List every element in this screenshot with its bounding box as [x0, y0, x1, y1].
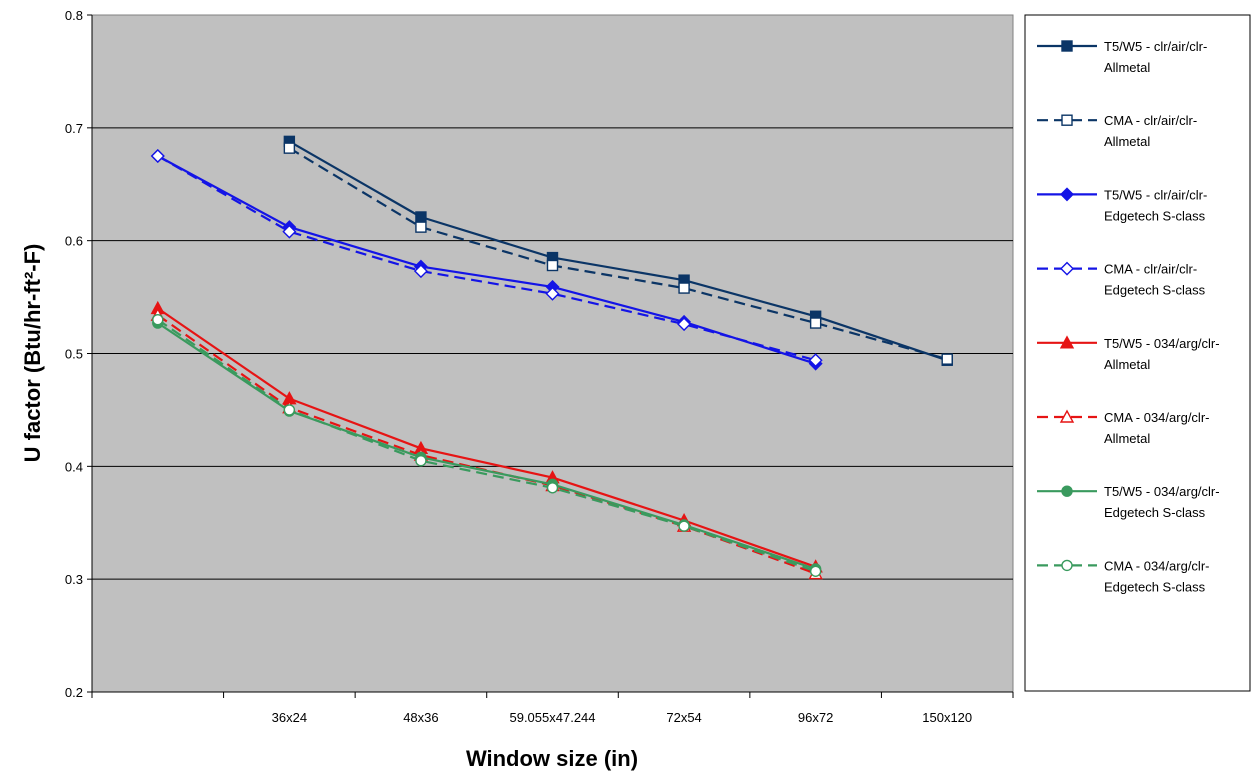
legend-label-1-0: CMA - clr/air/clr- — [1104, 113, 1197, 128]
data-point-1-2 — [415, 221, 427, 233]
legend-label-7-1: Edgetech S-class — [1104, 579, 1206, 594]
data-point-3-5 — [808, 353, 823, 368]
series-line-0 — [288, 140, 948, 362]
legend-label-7-0: CMA - 034/arg/clr- — [1104, 558, 1209, 573]
data-point-1-4 — [678, 282, 690, 294]
data-point-3-2 — [413, 264, 428, 279]
legend-marker-3 — [1060, 261, 1074, 276]
legend-label-5-1: Allmetal — [1104, 431, 1150, 446]
y-tick-labels: 0.2 0.3 0.4 0.5 0.6 0.7 0.8 — [65, 8, 83, 700]
legend-marker-1 — [1061, 114, 1073, 126]
legend-entry-6: T5/W5 - 034/arg/clr- Edgetech S-class — [1037, 484, 1220, 520]
legend-label-2-1: Edgetech S-class — [1104, 208, 1206, 223]
series-line-3 — [157, 155, 816, 362]
gridlines — [92, 127, 1013, 580]
series-3 — [150, 149, 823, 368]
y-tick-label-3: 0.5 — [65, 347, 83, 362]
legend-entry-4: T5/W5 - 034/arg/clr- Allmetal — [1037, 335, 1220, 372]
data-point-7-2 — [415, 454, 427, 467]
data-point-1-5 — [809, 317, 822, 329]
y-tick-label-0: 0.2 — [65, 685, 83, 700]
x-tick-label-4: 72x54 — [666, 710, 701, 725]
data-point-7-5 — [809, 565, 822, 577]
legend-entry-0: T5/W5 - clr/air/clr- Allmetal — [1037, 39, 1207, 75]
legend-label-4-0: T5/W5 - 034/arg/clr- — [1104, 336, 1220, 351]
legend-entry-7: CMA - 034/arg/clr- Edgetech S-class — [1037, 558, 1209, 594]
data-point-3-3 — [545, 286, 560, 301]
legend-label-4-1: Allmetal — [1104, 357, 1150, 372]
legend-label-5-0: CMA - 034/arg/clr- — [1104, 410, 1209, 425]
legend-label-1-1: Allmetal — [1104, 134, 1150, 149]
y-tick-label-2: 0.4 — [65, 459, 83, 474]
series-line-4 — [157, 307, 816, 568]
data-point-1-6 — [941, 353, 953, 365]
legend-entry-3: CMA - clr/air/clr- Edgetech S-class — [1037, 262, 1206, 298]
legend-marker-7 — [1061, 559, 1073, 572]
legend-label-0-0: T5/W5 - clr/air/clr- — [1104, 39, 1207, 54]
series-layer — [150, 135, 953, 580]
series-7 — [152, 313, 822, 577]
legend-entry-5: CMA - 034/arg/clr- Allmetal — [1037, 409, 1209, 446]
series-line-6 — [157, 322, 816, 571]
legend-label-3-0: CMA - clr/air/clr- — [1104, 262, 1197, 277]
x-tick-label-2: 48x36 — [403, 710, 438, 725]
data-point-3-0 — [150, 149, 165, 164]
x-tick-label-1: 36x24 — [272, 710, 307, 725]
legend-marker-2 — [1060, 187, 1074, 202]
legend-marker-4 — [1059, 335, 1075, 349]
y-tick-label-4: 0.6 — [65, 234, 83, 249]
legend-label-6-0: T5/W5 - 034/arg/clr- — [1104, 484, 1220, 499]
legend-label-2-0: T5/W5 - clr/air/clr- — [1104, 187, 1207, 202]
data-point-7-3 — [546, 482, 559, 494]
x-tick-label-6: 150x120 — [922, 710, 972, 725]
x-tick-label-5: 96x72 — [798, 710, 833, 725]
data-point-0-2 — [415, 211, 427, 223]
data-point-3-1 — [282, 224, 297, 239]
data-point-7-1 — [283, 404, 296, 416]
series-line-1 — [288, 147, 948, 361]
series-line-7 — [157, 318, 816, 573]
data-point-3-4 — [677, 317, 692, 332]
legend-label-0-1: Allmetal — [1104, 60, 1150, 75]
legend-entry-2: T5/W5 - clr/air/clr- Edgetech S-class — [1037, 187, 1207, 223]
legend-marker-5 — [1059, 409, 1075, 423]
legend-marker-6 — [1061, 485, 1073, 497]
y-tick-label-6: 0.8 — [65, 8, 83, 23]
legend-label-6-1: Edgetech S-class — [1104, 505, 1206, 520]
x-axis-title: Window size (in) — [466, 746, 638, 771]
data-point-7-0 — [152, 313, 164, 326]
data-point-7-4 — [678, 520, 690, 532]
legend-label-3-1: Edgetech S-class — [1104, 283, 1206, 298]
legend-box — [1024, 14, 1251, 692]
x-tick-label-3: 59.055x47.244 — [509, 710, 595, 725]
y-tick-label-5: 0.7 — [65, 121, 83, 136]
data-point-1-1 — [283, 142, 296, 154]
y-tick-label-1: 0.3 — [65, 572, 83, 587]
data-point-1-3 — [546, 259, 559, 272]
axes — [87, 14, 1014, 698]
legend-marker-0 — [1061, 40, 1073, 52]
series-1 — [283, 142, 953, 365]
legend-entry-1: CMA - clr/air/clr- Allmetal — [1037, 113, 1197, 149]
series-line-2 — [157, 155, 816, 365]
y-axis-title: U factor (Btu/hr-ft²-F) — [20, 244, 45, 463]
x-tick-labels: 36x24 48x36 59.055x47.244 72x54 96x72 150x120 — [272, 710, 973, 725]
